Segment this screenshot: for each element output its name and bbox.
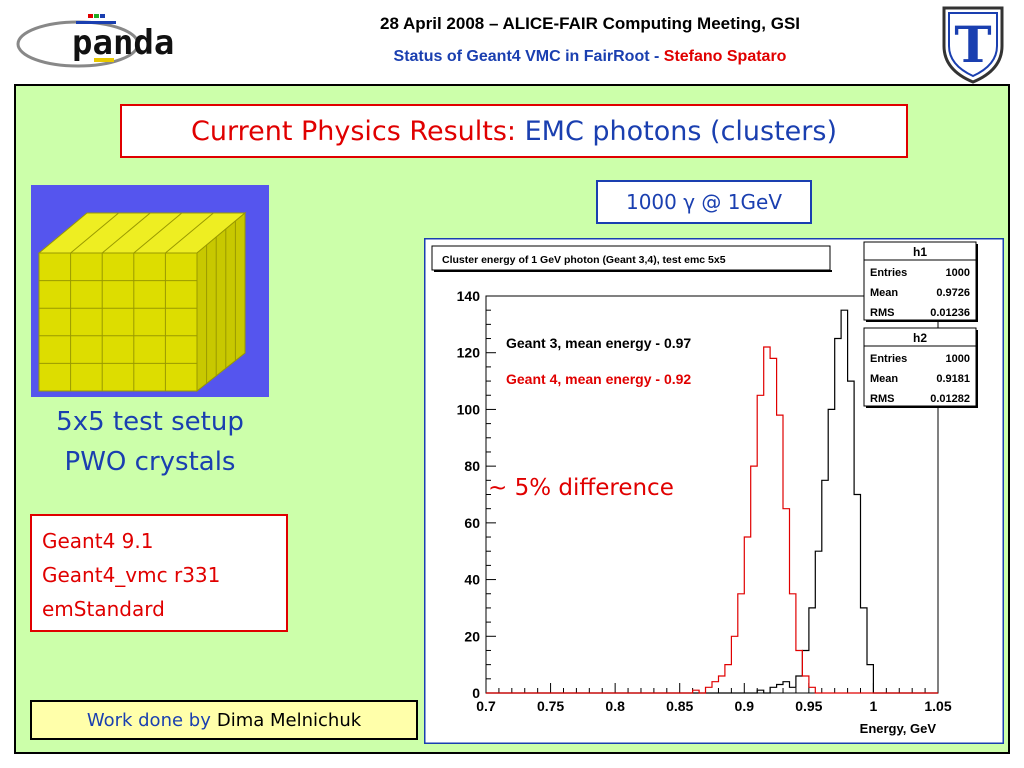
header-subtitle-text: Status of Geant4 VMC in FairRoot -: [393, 48, 664, 65]
setup-caption-line1: 5x5 test setup: [56, 407, 244, 437]
y-tick-label: 20: [464, 628, 480, 644]
x-tick-label: 0.8: [605, 698, 625, 714]
x-tick-label: 1: [870, 698, 878, 714]
stats-value: 0.01236: [930, 307, 970, 319]
y-tick-label: 120: [457, 345, 481, 361]
credit-prefix: Work done by: [86, 709, 211, 731]
stats-value: 0.9181: [936, 373, 970, 385]
stats-label: RMS: [870, 307, 894, 319]
y-tick-label: 80: [464, 458, 480, 474]
x-tick-label: 0.9: [735, 698, 755, 714]
stats-label: Mean: [870, 373, 898, 385]
x-tick-label: 0.95: [795, 698, 822, 714]
y-tick-label: 40: [464, 572, 480, 588]
stats-box: [863, 327, 977, 407]
credit-box: Work done by Dima Melnichuk: [30, 700, 418, 740]
legend-geant3: Geant 3, mean energy - 0.97: [506, 335, 691, 351]
university-shield-logo: T: [942, 6, 1004, 84]
stats-value: 1000: [946, 353, 970, 365]
stats-value: 1000: [946, 267, 970, 279]
y-tick-label: 140: [457, 288, 481, 304]
stats-label: RMS: [870, 393, 894, 405]
y-tick-label: 0: [472, 685, 480, 701]
stats-label: Mean: [870, 287, 898, 299]
credit-name: Dima Melnichuk: [216, 709, 362, 731]
difference-annotation: ~ 5% difference: [488, 475, 674, 501]
content-panel: Current Physics Results: EMC photons (cl…: [14, 84, 1010, 754]
x-tick-label: 1.05: [924, 698, 951, 714]
histogram-series-2: [486, 346, 938, 694]
x-tick-label: 0.75: [537, 698, 564, 714]
panda-logo: panda: [16, 14, 174, 68]
stats-value: 0.01282: [930, 393, 970, 405]
header-title: 28 April 2008 – ALICE-FAIR Computing Mee…: [379, 14, 801, 33]
software-line3: emStandard: [42, 597, 165, 621]
crystal-setup-image: [31, 185, 269, 397]
y-tick-label: 100: [457, 401, 481, 417]
stats-box: [863, 241, 977, 321]
header-subtitle: Status of Geant4 VMC in FairRoot - Stefa…: [270, 48, 910, 66]
stats-value: 0.9726: [936, 287, 970, 299]
slide-title: Current Physics Results: EMC photons (cl…: [120, 104, 908, 158]
stats-label: Entries: [870, 267, 907, 279]
setup-caption-line2: PWO crystals: [64, 447, 236, 477]
logo-text: panda: [72, 23, 174, 63]
legend-geant4: Geant 4, mean energy - 0.92: [506, 371, 691, 387]
setup-caption: 5x5 test setup PWO crystals: [16, 402, 284, 482]
software-line2: Geant4_vmc r331: [42, 563, 221, 587]
title-part-2: EMC photons (clusters): [524, 115, 837, 147]
x-axis-label: Energy, GeV: [860, 721, 937, 736]
software-line1: Geant4 9.1: [42, 529, 154, 553]
stats-label: Entries: [870, 353, 907, 365]
histogram-lines: [486, 309, 938, 694]
y-tick-label: 60: [464, 515, 480, 531]
energy-histogram: Cluster energy of 1 GeV photon (Geant 3,…: [424, 238, 1004, 744]
beam-label: 1000 γ @ 1GeV: [596, 180, 812, 224]
stats-name: h1: [913, 245, 927, 259]
software-versions-box: Geant4 9.1 Geant4_vmc r331 emStandard: [30, 514, 288, 632]
header-author: Stefano Spataro: [663, 48, 787, 65]
x-tick-label: 0.7: [476, 698, 496, 714]
chart-title: Cluster energy of 1 GeV photon (Geant 3,…: [442, 254, 726, 266]
stats-name: h2: [913, 331, 927, 345]
title-part-1: Current Physics Results:: [191, 115, 517, 147]
x-tick-label: 0.85: [666, 698, 693, 714]
shield-letter: T: [954, 15, 991, 74]
